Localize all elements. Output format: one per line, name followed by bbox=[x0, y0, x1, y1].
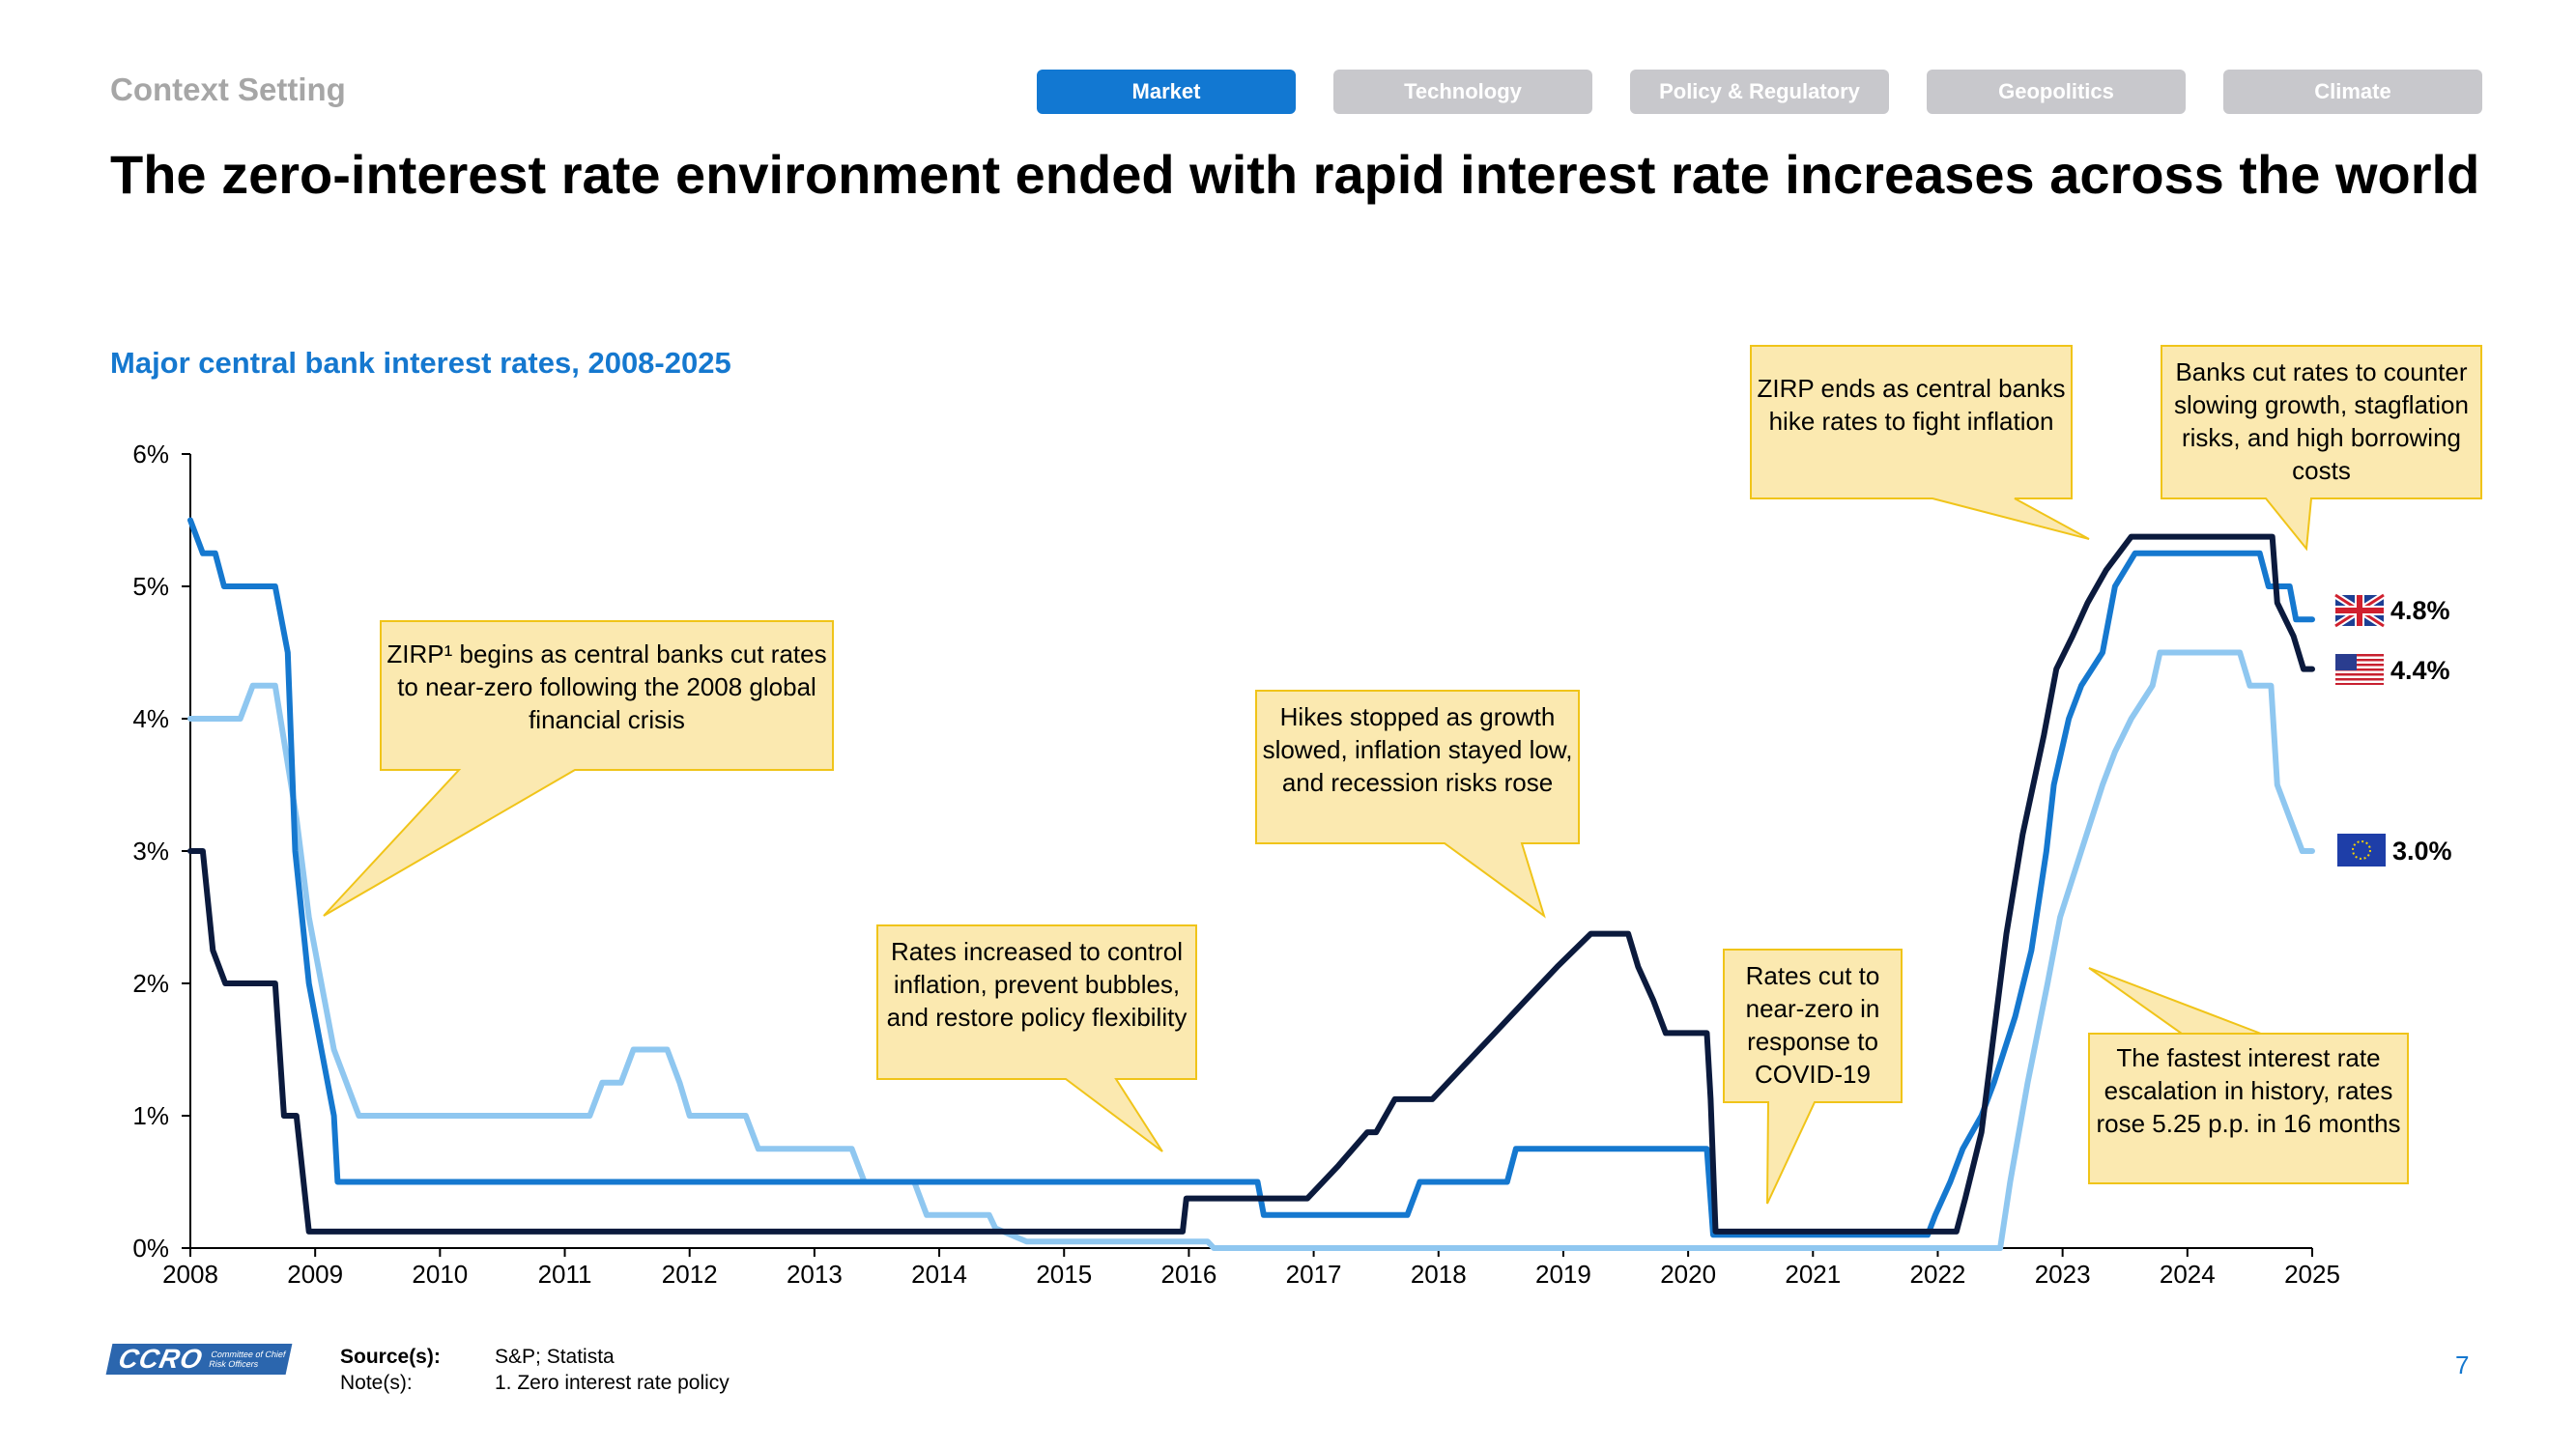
x-tick-label: 2016 bbox=[1160, 1260, 1216, 1289]
x-tick-label: 2009 bbox=[287, 1260, 343, 1289]
logo-subtext: Committee of Chief Risk Officers bbox=[208, 1350, 287, 1369]
x-tick-label: 2018 bbox=[1411, 1260, 1467, 1289]
chart-title: Major central bank interest rates, 2008-… bbox=[110, 346, 731, 380]
x-tick-label: 2014 bbox=[911, 1260, 967, 1289]
eu-end-marker: 3.0% bbox=[2337, 834, 2452, 867]
x-tick-label: 2023 bbox=[2035, 1260, 2091, 1289]
y-tick-label: 6% bbox=[132, 440, 169, 469]
logo-wordmark: CCRO bbox=[115, 1344, 206, 1374]
ccro-logo: CCRO Committee of Chief Risk Officers bbox=[105, 1344, 293, 1375]
uk-rate-line bbox=[187, 517, 2315, 1238]
tab-market[interactable]: Market bbox=[1037, 70, 1296, 114]
note-text: 1. Zero interest rate policy bbox=[495, 1372, 730, 1394]
y-tick-label: 1% bbox=[132, 1101, 169, 1130]
us-end-label: 4.4% bbox=[2390, 656, 2450, 685]
x-tick-label: 2008 bbox=[162, 1260, 218, 1289]
source-label: Source(s): bbox=[340, 1346, 441, 1368]
tab-technology[interactable]: Technology bbox=[1333, 70, 1592, 114]
x-tick-label: 2010 bbox=[412, 1260, 468, 1289]
callout-text-rates-cut-covid: Rates cut to near-zero in response to CO… bbox=[1745, 961, 1880, 1089]
eu-flag-icon bbox=[2337, 834, 2386, 867]
page-title: The zero-interest rate environment ended… bbox=[110, 144, 2480, 205]
chart-axes: 0% 1% 2% 3% 4% 5% 6% 2008 2009 2010 2011 2012 2013 20… bbox=[132, 440, 2340, 1289]
x-tick-label: 2012 bbox=[662, 1260, 718, 1289]
x-tick-label: 2019 bbox=[1535, 1260, 1591, 1289]
eu-rate-line bbox=[187, 649, 2315, 1251]
section-label: Context Setting bbox=[110, 71, 346, 107]
tab-geopolitics[interactable]: Geopolitics bbox=[1927, 70, 2186, 114]
chart-annotations: ZIRP¹ begins as central banks cut rates … bbox=[323, 345, 2482, 1205]
callout-fastest-escalation: The fastest interest rate escalation in … bbox=[2088, 967, 2409, 1184]
y-tick-label: 3% bbox=[132, 837, 169, 866]
y-tick-label: 4% bbox=[132, 704, 169, 733]
callout-zirp-begins: ZIRP¹ begins as central banks cut rates … bbox=[323, 620, 834, 917]
source-text: S&P; Statista bbox=[495, 1346, 615, 1368]
uk-end-label: 4.8% bbox=[2390, 596, 2450, 625]
uk-end-marker: 4.8% bbox=[2333, 592, 2450, 629]
x-tick-label: 2020 bbox=[1660, 1260, 1716, 1289]
eu-end-label: 3.0% bbox=[2392, 837, 2452, 866]
callout-rates-increased: Rates increased to control inflation, pr… bbox=[876, 924, 1197, 1152]
y-tick-label: 0% bbox=[132, 1234, 169, 1263]
us-end-marker: 4.4% bbox=[2335, 654, 2450, 685]
us-flag-icon bbox=[2335, 654, 2384, 685]
tab-climate[interactable]: Climate bbox=[2223, 70, 2482, 114]
x-tick-label: 2025 bbox=[2284, 1260, 2340, 1289]
x-tick-label: 2024 bbox=[2160, 1260, 2216, 1289]
tab-policy-regulatory[interactable]: Policy & Regulatory bbox=[1630, 70, 1889, 114]
x-tick-label: 2017 bbox=[1286, 1260, 1342, 1289]
callout-rates-cut-covid: Rates cut to near-zero in response to CO… bbox=[1723, 949, 1903, 1205]
page-number: 7 bbox=[2455, 1350, 2470, 1379]
x-tick-label: 2015 bbox=[1036, 1260, 1092, 1289]
x-tick-label: 2021 bbox=[1785, 1260, 1841, 1289]
x-tick-label: 2013 bbox=[787, 1260, 843, 1289]
x-tick-label: 2011 bbox=[538, 1260, 592, 1289]
footer-source: Source(s): S&P; Statista bbox=[340, 1346, 615, 1369]
footer-note: Note(s): 1. Zero interest rate policy bbox=[340, 1372, 730, 1395]
y-tick-label: 5% bbox=[132, 572, 169, 601]
topic-tabs: Market Technology Policy & Regulatory Ge… bbox=[1037, 70, 2482, 114]
callout-text-zirp-ends: ZIRP ends as central banks hike rates to… bbox=[1757, 374, 2066, 436]
callout-text-banks-cut: Banks cut rates to counter slowing growt… bbox=[2174, 357, 2469, 485]
callout-text-zirp-begins: ZIRP¹ begins as central banks cut rates … bbox=[386, 639, 827, 734]
callout-zirp-ends: ZIRP ends as central banks hike rates to… bbox=[1750, 345, 2090, 540]
callout-text-hikes-stopped: Hikes stopped as growth slowed, inflatio… bbox=[1262, 702, 1573, 797]
chart-series bbox=[187, 517, 2315, 1251]
us-rate-line bbox=[187, 533, 2315, 1235]
callout-banks-cut: Banks cut rates to counter slowing growt… bbox=[2161, 345, 2482, 552]
callout-text-fastest-escalation: The fastest interest rate escalation in … bbox=[2096, 1043, 2401, 1138]
callout-text-rates-increased: Rates increased to control inflation, pr… bbox=[886, 937, 1188, 1032]
callout-hikes-stopped: Hikes stopped as growth slowed, inflatio… bbox=[1255, 690, 1580, 919]
x-tick-label: 2022 bbox=[1910, 1260, 1966, 1289]
y-tick-label: 2% bbox=[132, 969, 169, 998]
note-label: Note(s): bbox=[340, 1372, 413, 1394]
uk-flag-icon bbox=[2333, 592, 2386, 629]
